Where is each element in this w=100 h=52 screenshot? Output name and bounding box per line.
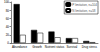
svg-text:40: 40 [6, 25, 10, 29]
svg-text:N limitation, n=58: N limitation, n=58 [72, 9, 96, 13]
svg-text:Survival: Survival [67, 45, 78, 49]
svg-text:P limitation, n=104: P limitation, n=104 [72, 3, 97, 7]
svg-text:60: 60 [6, 16, 10, 20]
svg-text:Growth: Growth [32, 45, 42, 49]
svg-text:100: 100 [4, 0, 9, 4]
svg-text:80: 80 [6, 8, 10, 12]
svg-text:20: 20 [6, 33, 10, 37]
svg-text:0: 0 [7, 41, 9, 45]
svg-text:Nutrient status: Nutrient status [45, 45, 65, 49]
svg-text:Abundance: Abundance [12, 45, 28, 49]
svg-text:Drug stress: Drug stress [82, 45, 98, 49]
